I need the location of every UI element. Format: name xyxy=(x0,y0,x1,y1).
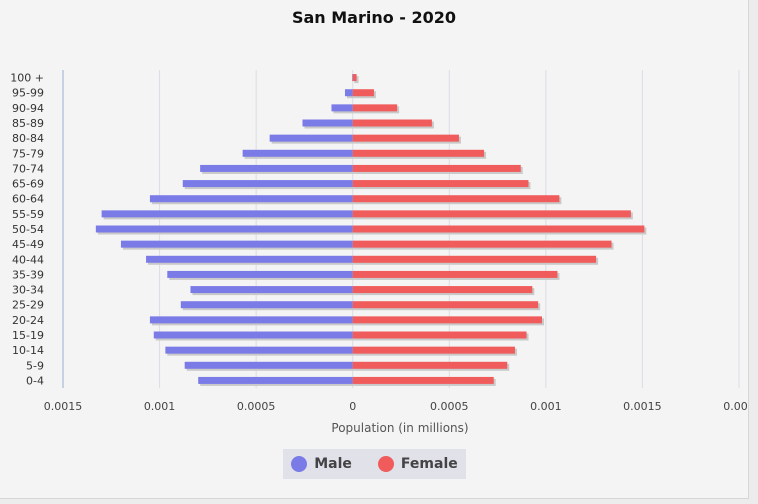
y-tick-label-19: 5-9 xyxy=(26,359,44,372)
y-tick-label-10: 50-54 xyxy=(12,223,44,236)
x-tick-label-5: 0.001 xyxy=(530,400,562,413)
y-tick-label-8: 60-64 xyxy=(12,193,44,206)
chart-title: San Marino - 2020 xyxy=(291,8,457,27)
y-tick-label-6: 70-74 xyxy=(12,162,44,175)
bar-male-14 xyxy=(190,286,353,294)
legend-item-female[interactable]: Female xyxy=(377,456,458,472)
bar-male-19 xyxy=(184,361,353,369)
x-tick-label-6: 0.0015 xyxy=(623,400,662,413)
bar-female-1 xyxy=(352,89,374,97)
y-tick-label-7: 65-69 xyxy=(12,178,44,191)
y-tick-label-13: 35-39 xyxy=(12,268,44,281)
bar-female-10 xyxy=(352,225,645,233)
bar-female-8 xyxy=(352,195,560,203)
bar-male-10 xyxy=(95,225,353,233)
bar-male-6 xyxy=(200,164,353,172)
bar-male-8 xyxy=(149,195,353,203)
legend-item-male[interactable]: Male xyxy=(291,456,352,472)
y-tick-label-18: 10-14 xyxy=(12,344,44,357)
bar-female-9 xyxy=(352,210,631,218)
x-tick-label-2: 0.0005 xyxy=(237,400,276,413)
bar-female-2 xyxy=(352,104,398,112)
bar-male-18 xyxy=(165,346,353,354)
y-tick-label-3: 85-89 xyxy=(12,117,44,130)
legend-male-label: Male xyxy=(314,456,352,472)
bar-male-15 xyxy=(180,301,353,309)
bar-male-20 xyxy=(198,376,353,384)
bar-female-13 xyxy=(352,270,558,278)
bar-female-12 xyxy=(352,255,597,263)
legend-female-swatch xyxy=(377,456,394,472)
y-tick-label-0: 100 + xyxy=(10,72,44,85)
x-tick-label-3: 0 xyxy=(349,400,356,413)
x-tick-label-7: 0.002 xyxy=(723,400,748,413)
bar-male-4 xyxy=(269,134,353,142)
bar-female-7 xyxy=(352,180,529,188)
y-tick-label-5: 75-79 xyxy=(12,147,44,160)
bar-female-16 xyxy=(352,316,542,324)
y-tick-label-20: 0-4 xyxy=(26,374,44,387)
bar-male-5 xyxy=(242,149,353,157)
y-tick-label-15: 25-29 xyxy=(12,299,44,312)
y-tick-label-16: 20-24 xyxy=(12,314,44,327)
bar-female-14 xyxy=(352,286,533,294)
bar-female-11 xyxy=(352,240,612,248)
bar-male-9 xyxy=(101,210,353,218)
bar-female-18 xyxy=(352,346,515,354)
bar-male-2 xyxy=(331,104,353,112)
bar-female-3 xyxy=(352,119,432,127)
legend-female-label: Female xyxy=(400,456,458,472)
bar-male-7 xyxy=(182,180,353,188)
bar-male-17 xyxy=(153,331,353,339)
bar-male-1 xyxy=(344,89,353,97)
bar-female-17 xyxy=(352,331,527,339)
bar-female-5 xyxy=(352,149,485,157)
bar-female-15 xyxy=(352,301,539,309)
legend-male-swatch xyxy=(291,456,308,472)
y-tick-label-11: 45-49 xyxy=(12,238,44,251)
y-tick-label-4: 80-84 xyxy=(12,132,44,145)
x-axis-title: Population (in millions) xyxy=(331,421,468,435)
y-tick-label-9: 55-59 xyxy=(12,208,44,221)
x-tick-label-1: 0.001 xyxy=(144,400,176,413)
bar-male-11 xyxy=(120,240,353,248)
x-tick-label-0: 0.0015 xyxy=(44,400,83,413)
bar-female-19 xyxy=(352,361,508,369)
bar-male-0 xyxy=(352,74,353,82)
legend: Male Female xyxy=(283,449,466,479)
chart-frame: San Marino - 2020 100 + 95-99 90-94 85-89 80… xyxy=(0,0,749,499)
bar-male-3 xyxy=(302,119,353,127)
bar-male-13 xyxy=(167,270,353,278)
bar-shadow-female-0 xyxy=(354,76,359,84)
y-tick-label-1: 95-99 xyxy=(12,87,44,100)
y-tick-label-12: 40-44 xyxy=(12,253,44,266)
x-tick-label-4: 0.0005 xyxy=(430,400,469,413)
y-tick-label-17: 15-19 xyxy=(12,329,44,342)
population-pyramid-plot: 100 + 95-99 90-94 85-89 80-84 75-79 70-74 65-69… xyxy=(10,70,748,435)
bar-male-16 xyxy=(149,316,353,324)
bar-female-4 xyxy=(352,134,459,142)
bar-female-6 xyxy=(352,164,521,172)
bar-female-20 xyxy=(352,376,494,384)
y-tick-label-14: 30-34 xyxy=(12,284,44,297)
bar-female-0 xyxy=(352,74,357,82)
bar-male-12 xyxy=(146,255,353,263)
y-tick-label-2: 90-94 xyxy=(12,102,44,115)
